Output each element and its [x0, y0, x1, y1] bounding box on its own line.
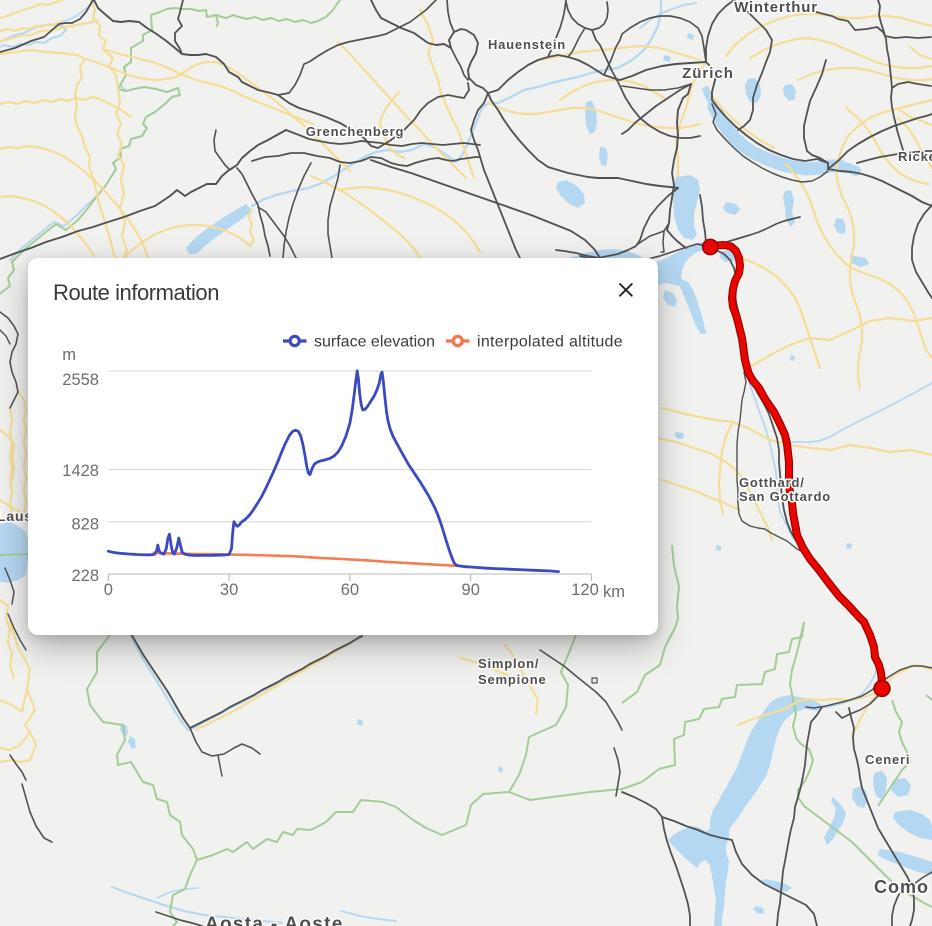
svg-text:Sempione: Sempione — [478, 672, 547, 687]
svg-text:30: 30 — [220, 581, 238, 599]
svg-text:120: 120 — [571, 581, 599, 599]
svg-text:Route information: Route information — [53, 280, 219, 305]
svg-text:Simplon/: Simplon/ — [478, 656, 539, 671]
svg-text:interpolated altitude: interpolated altitude — [477, 334, 623, 351]
svg-text:Aosta - Aoste: Aosta - Aoste — [205, 914, 344, 926]
svg-text:90: 90 — [462, 581, 480, 599]
svg-text:m: m — [62, 346, 76, 364]
svg-text:Zürich: Zürich — [682, 65, 734, 82]
svg-text:828: 828 — [71, 516, 99, 534]
svg-text:San Gottardo: San Gottardo — [739, 489, 831, 504]
svg-text:Ceneri: Ceneri — [865, 752, 910, 767]
svg-text:0: 0 — [104, 581, 113, 599]
svg-text:60: 60 — [341, 581, 359, 599]
svg-text:km: km — [603, 583, 625, 601]
svg-text:Hauenstein: Hauenstein — [488, 37, 566, 52]
svg-text:1428: 1428 — [62, 462, 99, 480]
svg-text:surface elevation: surface elevation — [314, 334, 435, 351]
svg-text:Winterthur: Winterthur — [734, 0, 818, 16]
svg-text:228: 228 — [71, 567, 99, 585]
svg-text:Gotthard/: Gotthard/ — [739, 475, 805, 490]
svg-text:2558: 2558 — [62, 371, 99, 389]
svg-text:Ricken: Ricken — [898, 149, 932, 164]
svg-text:Grenchenberg: Grenchenberg — [306, 124, 404, 139]
svg-text:Como: Como — [874, 877, 929, 897]
